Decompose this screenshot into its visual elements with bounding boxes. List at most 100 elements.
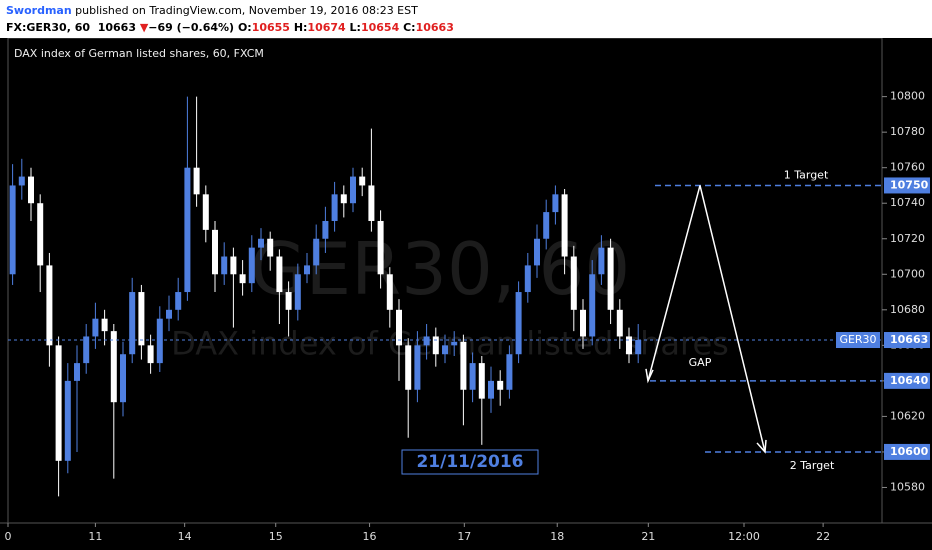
body (221, 256, 228, 275)
body (18, 176, 25, 186)
y-tick-label: 10800 (890, 90, 925, 103)
body (497, 380, 504, 390)
ohlc-label: L: (349, 21, 361, 34)
published: published on TradingView.com, November 1… (75, 4, 418, 17)
body (239, 274, 246, 284)
x-tick-label: 11 (88, 530, 102, 543)
body (156, 318, 163, 364)
body (175, 292, 182, 310)
date-note: 21/11/2016 (416, 452, 523, 472)
body (202, 194, 209, 230)
body (524, 265, 531, 293)
body (570, 256, 577, 310)
body (469, 363, 476, 390)
level-name: 1 Target (784, 168, 829, 181)
body (561, 194, 568, 257)
last: 10663 (97, 21, 136, 34)
arrow: ▼ (139, 21, 149, 34)
x-tick-label: 17 (457, 530, 471, 543)
last-price-label: 10663 (890, 333, 928, 346)
body (110, 331, 117, 403)
body (552, 194, 559, 213)
body (28, 176, 34, 204)
body (331, 194, 338, 221)
body (414, 345, 421, 390)
body (101, 318, 108, 332)
header: Swordman published on TradingView.com, N… (0, 0, 932, 38)
body (405, 345, 412, 390)
x-tick-label: 16 (363, 530, 377, 543)
ohlc-value: 10654 (360, 21, 400, 34)
body (64, 380, 71, 461)
change: −69 (−0.64%) (148, 21, 235, 34)
body (626, 336, 632, 355)
body (74, 363, 80, 381)
body (285, 292, 292, 310)
ohlc-label: O: (237, 21, 252, 34)
arrow-head (756, 439, 767, 454)
watermark-sub: DAX index of German listed shares (171, 324, 729, 362)
body (423, 336, 430, 346)
body (120, 354, 126, 403)
body (248, 247, 255, 284)
y-tick-label: 10740 (890, 196, 925, 209)
y-tick-label: 10680 (890, 303, 925, 316)
body (258, 238, 264, 248)
arrow-path (647, 185, 766, 453)
body (589, 274, 596, 337)
author[interactable]: Swordman (6, 4, 72, 17)
x-tick-label: 18 (550, 530, 564, 543)
body (313, 238, 320, 266)
body (294, 274, 301, 310)
ohlc-value: 10663 (415, 21, 454, 34)
body (580, 309, 586, 337)
body (350, 176, 356, 204)
body (322, 220, 329, 239)
chart-title: DAX index of German listed shares, 60, F… (14, 47, 264, 60)
level-label: 10600 (890, 445, 929, 458)
body (506, 354, 513, 390)
body (635, 340, 642, 355)
y-tick-label: 10580 (890, 480, 925, 493)
body (55, 345, 62, 461)
date-box (401, 449, 539, 475)
quote-line: FX:GER30, 60 10663 ▼−69 (−0.64%) O:10655… (6, 21, 458, 34)
body (37, 203, 44, 266)
body (607, 247, 614, 310)
ohlc-label: H: (293, 21, 308, 34)
body (193, 167, 200, 195)
level-label: 10640 (890, 374, 929, 387)
ohlc-value: 10655 (251, 21, 290, 34)
body (83, 336, 90, 364)
ohlc: O:10655 H:10674 L:10654 C:10663 (238, 21, 458, 34)
last-price-name: GER30 (839, 333, 876, 346)
body (488, 380, 494, 399)
arrow-head (645, 368, 654, 384)
level-box (884, 177, 930, 194)
header-line: Swordman published on TradingView.com, N… (6, 4, 418, 17)
body (147, 345, 154, 364)
body (451, 341, 458, 346)
body (598, 247, 605, 275)
level-name: 2 Target (790, 459, 835, 472)
body (184, 167, 191, 293)
body (377, 220, 384, 275)
y-tick-label: 10780 (890, 125, 925, 138)
body (543, 212, 550, 239)
y-tick-label: 10760 (890, 161, 925, 174)
x-tick-label: 22 (816, 530, 830, 543)
x-tick-label: 12:00 (728, 530, 760, 543)
body (46, 265, 53, 346)
body (368, 185, 375, 221)
ohlc-value: 10674 (307, 21, 346, 34)
x-tick-label: 14 (178, 530, 192, 543)
symbol: FX:GER30, 60 (6, 21, 91, 34)
x-tick-label: 15 (269, 530, 283, 543)
x-tick-label: 21 (641, 530, 655, 543)
body (166, 309, 172, 319)
level-label: 10750 (890, 178, 929, 191)
x-tick-label: 0 (5, 530, 12, 543)
body (442, 345, 448, 355)
